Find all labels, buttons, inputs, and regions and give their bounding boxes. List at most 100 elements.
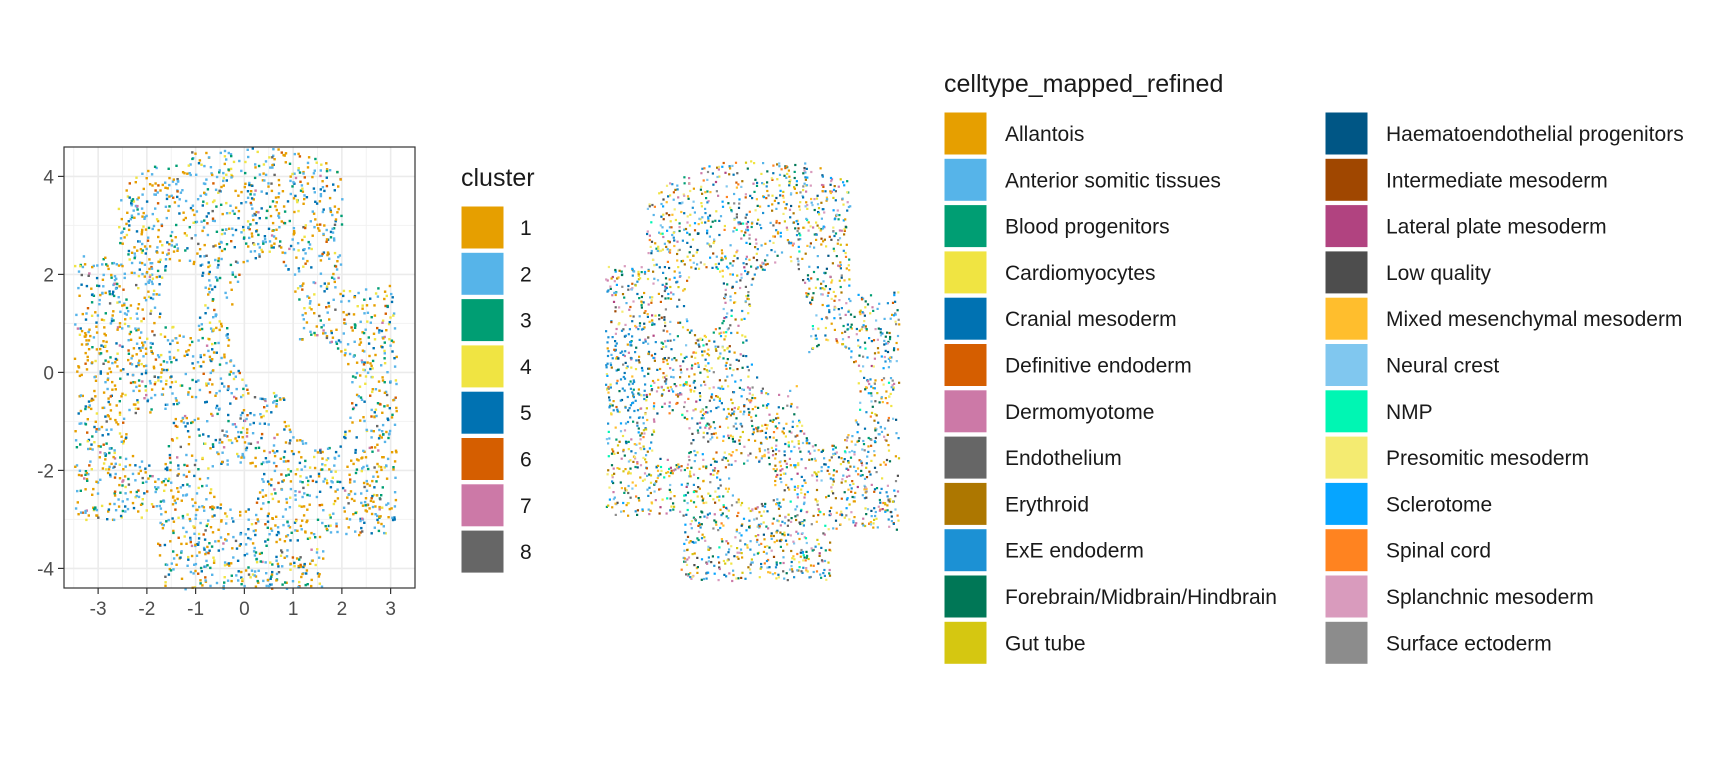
scatter-point [669,320,672,323]
scatter-point [258,217,261,220]
scatter-point [822,225,825,228]
scatter-point [197,532,201,536]
scatter-point [774,453,777,456]
scatter-point [337,454,341,458]
scatter-point [111,388,114,391]
scatter-point [269,205,272,208]
scatter-point [794,464,797,467]
scatter-point [854,360,857,363]
scatter-point [145,200,149,203]
scatter-point [672,508,675,511]
scatter-point [782,200,786,204]
scatter-point [107,360,110,364]
scatter-point [870,400,873,403]
scatter-point [231,517,234,520]
scatter-point [245,446,249,449]
scatter-point [225,243,229,246]
scatter-point [292,452,295,456]
scatter-point [832,209,835,212]
scatter-point [202,372,205,375]
scatter-point [270,492,273,496]
scatter-point [392,399,395,402]
scatter-point [383,466,386,469]
scatter-point [813,246,816,249]
scatter-point [848,269,851,272]
scatter-point [858,437,861,440]
scatter-point [663,266,666,269]
scatter-point [738,386,741,389]
scatter-point [239,417,242,420]
scatter-point [785,483,788,487]
scatter-point [103,332,106,336]
scatter-point [321,457,324,460]
scatter-point [688,375,691,378]
scatter-point [212,182,215,185]
scatter-point [314,157,317,161]
scatter-point [107,510,110,513]
scatter-point [715,460,718,463]
scatter-point [774,484,777,487]
scatter-point [218,276,222,280]
scatter-point [816,266,819,269]
scatter-point [673,357,676,360]
scatter-point [390,339,394,342]
scatter-point [672,236,675,239]
scatter-point [778,449,781,453]
scatter-point [340,350,343,353]
scatter-point [711,436,714,439]
scatter-point [123,312,127,315]
scatter-point [790,192,793,195]
scatter-point [300,468,303,471]
scatter-point [101,278,105,281]
scatter-point [370,429,373,433]
scatter-point [381,379,385,382]
scatter-point [361,530,364,533]
scatter-point [265,209,269,213]
scatter-point [708,399,711,402]
scatter-point [276,526,280,529]
scatter-point [686,328,689,332]
scatter-point [334,220,337,223]
scatter-point [870,411,874,414]
scatter-point [121,230,124,233]
scatter-point [778,461,781,464]
scatter-point [732,173,735,176]
scatter-point [688,427,691,430]
scatter-point [722,307,725,311]
scatter-point [192,221,195,224]
scatter-point [662,198,665,201]
scatter-point [261,478,264,481]
scatter-point [897,457,901,460]
scatter-point [693,518,697,521]
scatter-point [108,290,111,293]
scatter-point [630,357,633,360]
scatter-point [273,400,276,403]
scatter-point [305,520,308,524]
scatter-point [726,490,729,493]
scatter-point [636,466,639,469]
scatter-point [701,192,704,195]
scatter-point [670,505,673,508]
scatter-point [870,364,873,368]
scatter-point [367,467,370,471]
scatter-point [206,233,210,237]
scatter-point [129,490,132,494]
scatter-point [748,210,751,213]
scatter-point [766,510,769,513]
scatter-point [618,390,621,393]
scatter-point [186,430,190,433]
scatter-point [164,407,167,410]
scatter-point [214,276,218,279]
scatter-point [850,440,853,443]
scatter-point [204,193,208,196]
scatter-point [730,463,733,466]
scatter-point [310,578,313,582]
scatter-point [225,296,229,299]
scatter-point [838,279,841,282]
scatter-point [207,349,210,353]
scatter-point [815,197,819,200]
scatter-point [888,395,891,398]
scatter-point [347,362,350,366]
scatter-point [162,368,165,372]
scatter-point [830,456,833,459]
